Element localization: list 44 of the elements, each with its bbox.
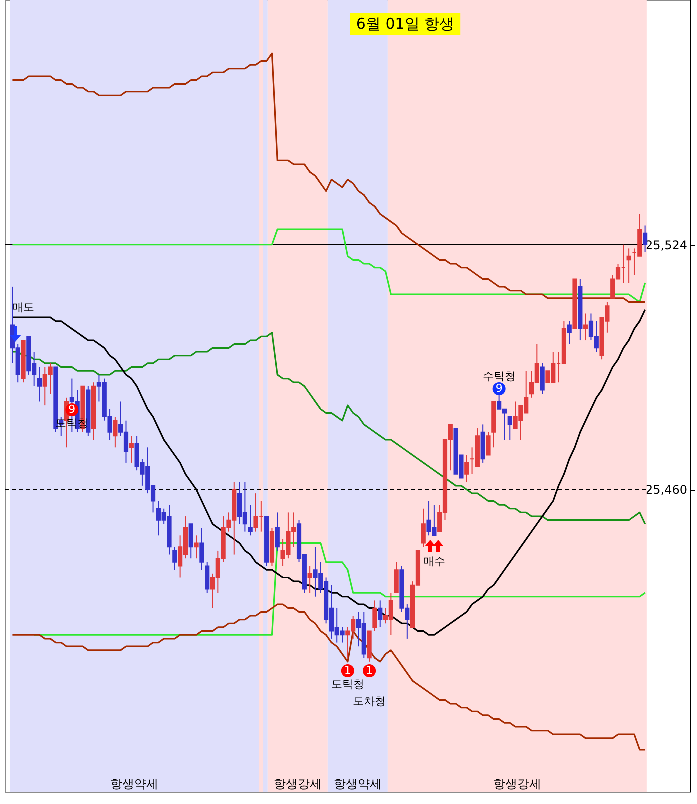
candlestick [508, 416, 512, 440]
candlestick [113, 416, 118, 448]
annotation: 1 [366, 664, 374, 677]
candlestick [188, 524, 194, 560]
y-tick-label: 25,460 [646, 483, 688, 498]
candlestick [421, 508, 426, 548]
line-series [12, 52, 646, 304]
candlestick [642, 225, 648, 254]
candlestick [372, 600, 378, 632]
y-tick-label: 25,524 [646, 238, 688, 252]
annotation: 9 [496, 382, 503, 395]
annotation: 수틱청 [482, 370, 516, 383]
line-series [12, 228, 646, 304]
text: 6월 01일 항생 [356, 15, 455, 33]
annotation: 항생강세 [274, 777, 322, 791]
candlestick [308, 566, 312, 594]
annotation: 9 [68, 403, 76, 416]
candlestick [378, 600, 383, 628]
candlestick [626, 248, 632, 284]
candlestick [567, 320, 572, 345]
candlestick [540, 362, 545, 395]
candlestick [194, 535, 199, 560]
candlestick [275, 512, 280, 552]
candlestick [394, 562, 399, 594]
candlestick [129, 436, 134, 464]
candlestick [248, 504, 253, 536]
candlestick [37, 366, 42, 402]
candlestick [464, 454, 470, 483]
annotation: 항생약세 [334, 777, 382, 791]
annotation: 항생강세 [493, 777, 542, 791]
line-series [12, 604, 646, 751]
line-series [12, 332, 646, 525]
annotation: 1 [344, 664, 352, 677]
annotation: 항생약세 [110, 777, 159, 791]
candlestick [486, 432, 491, 456]
annotation: 도틱청 [56, 417, 89, 430]
annotation: 도틱청 [331, 678, 364, 691]
annotation: 매도 [12, 301, 35, 314]
candlestick [584, 313, 588, 342]
candlestick [200, 528, 204, 571]
candlestick [172, 546, 178, 571]
annotation: 도차청 [353, 695, 386, 708]
annotation: 매수 [423, 555, 446, 568]
candlestick [205, 562, 210, 594]
